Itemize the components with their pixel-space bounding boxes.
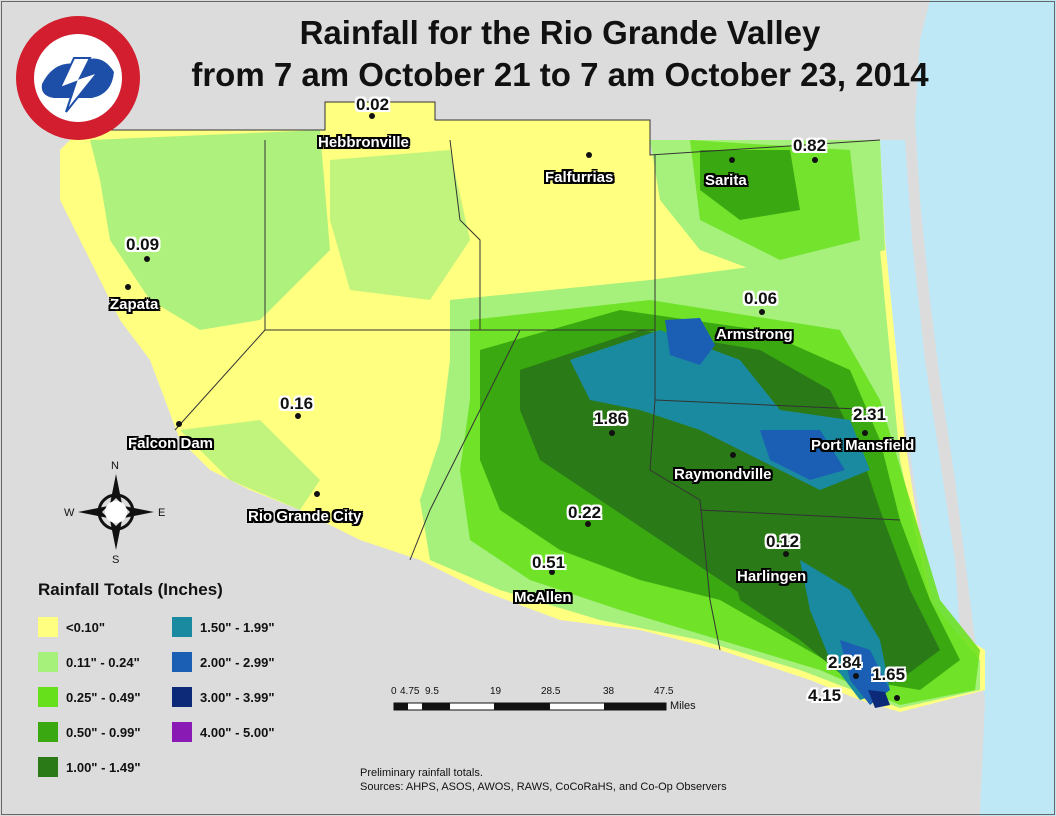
legend-label: 4.00" - 5.00" xyxy=(200,724,275,740)
rain-value: 0.82 xyxy=(793,136,827,155)
legend-swatch xyxy=(38,722,58,742)
nws-logo xyxy=(14,14,142,142)
place-label: Armstrong xyxy=(716,326,793,343)
place-label: McAllen xyxy=(514,589,572,606)
place-label: Sarita xyxy=(705,172,747,189)
rain-value: 0.16 xyxy=(280,394,314,413)
gulf-water xyxy=(915,0,1056,816)
legend-label: 0.50" - 0.99" xyxy=(66,724,141,740)
rain-value: 0.51 xyxy=(532,553,566,572)
rain-value: 0.12 xyxy=(766,532,800,551)
rain-value: 2.84 xyxy=(828,653,862,672)
note-preliminary: Preliminary rainfall totals. xyxy=(360,767,483,779)
legend-label: 2.00" - 2.99" xyxy=(200,654,275,670)
place-label: Falcon Dam xyxy=(128,435,214,452)
station-dots xyxy=(125,113,900,701)
scale-tick: 28.5 xyxy=(541,686,561,697)
legend-item: 0.50" - 0.99" xyxy=(38,722,140,742)
place-label: Port Mansfield xyxy=(811,437,915,454)
legend-item: 0.11" - 0.24" xyxy=(38,652,140,672)
place-label: Hebbronville xyxy=(318,134,409,151)
legend-swatch xyxy=(38,757,58,777)
scale-tick: 0 xyxy=(391,686,397,697)
scale-unit: Miles xyxy=(670,700,696,712)
map-title-line-2: from 7 am October 21 to 7 am October 23,… xyxy=(191,56,929,93)
compass-north: N xyxy=(111,460,119,472)
legend-title: Rainfall Totals (Inches) xyxy=(38,580,223,599)
legend-label: 3.00" - 3.99" xyxy=(200,689,275,705)
laguna-madre xyxy=(880,140,962,700)
band-blue xyxy=(665,318,715,365)
legend-item: 1.50" - 1.99" xyxy=(172,617,274,637)
legend-label: 0.11" - 0.24" xyxy=(66,654,140,670)
legend-item: <0.10" xyxy=(38,617,105,637)
scale-tick: 38 xyxy=(603,686,615,697)
band-light-green xyxy=(90,130,330,330)
legend-item: 2.00" - 2.99" xyxy=(172,652,274,672)
legend-label: 1.00" - 1.49" xyxy=(66,759,141,775)
rain-value: 0.09 xyxy=(126,235,160,254)
place-label: Falfurrias xyxy=(545,169,614,186)
legend-swatch xyxy=(172,722,192,742)
legend-swatch xyxy=(38,687,58,707)
note-sources: Sources: AHPS, ASOS, AWOS, RAWS, CoCoRaH… xyxy=(360,781,727,793)
rain-value: 2.31 xyxy=(853,405,887,424)
legend-label: <0.10" xyxy=(66,619,106,635)
compass-south: S xyxy=(112,554,120,566)
rain-value: 1.65 xyxy=(872,665,906,684)
map-title-line-1: Rainfall for the Rio Grande Valley xyxy=(299,14,821,51)
legend-item: 4.00" - 5.00" xyxy=(172,722,274,742)
rain-value: 1.86 xyxy=(594,409,628,428)
legend-swatch xyxy=(38,617,58,637)
legend-item: 0.25" - 0.49" xyxy=(38,687,140,707)
compass-west: W xyxy=(64,507,75,519)
compass-rose xyxy=(78,474,154,550)
rain-value: 0.22 xyxy=(568,503,602,522)
scale-tick: 4.75 xyxy=(400,686,420,697)
place-label: Zapata xyxy=(110,296,159,313)
place-label: Harlingen xyxy=(737,568,807,585)
rain-value: 0.02 xyxy=(356,95,390,114)
place-label: Raymondville xyxy=(674,466,772,483)
scale-tick: 19 xyxy=(490,686,502,697)
legend-swatch xyxy=(172,687,192,707)
legend-label: 1.50" - 1.99" xyxy=(200,619,275,635)
rain-value: 4.15 xyxy=(808,686,842,705)
legend-swatch xyxy=(38,652,58,672)
compass-east: E xyxy=(158,507,166,519)
place-label: Rio Grande City xyxy=(248,508,362,525)
legend-item: 3.00" - 3.99" xyxy=(172,687,274,707)
scale-tick: 47.5 xyxy=(654,686,674,697)
legend-item: 1.00" - 1.49" xyxy=(38,757,140,777)
legend-label: 0.25" - 0.49" xyxy=(66,689,141,705)
scale-tick: 9.5 xyxy=(425,686,439,697)
legend-swatch xyxy=(172,617,192,637)
legend-swatch xyxy=(172,652,192,672)
nws-logo-icon xyxy=(16,16,140,140)
scale-bar xyxy=(393,702,667,711)
county-lines xyxy=(174,139,901,651)
rain-value: 0.06 xyxy=(744,289,778,308)
